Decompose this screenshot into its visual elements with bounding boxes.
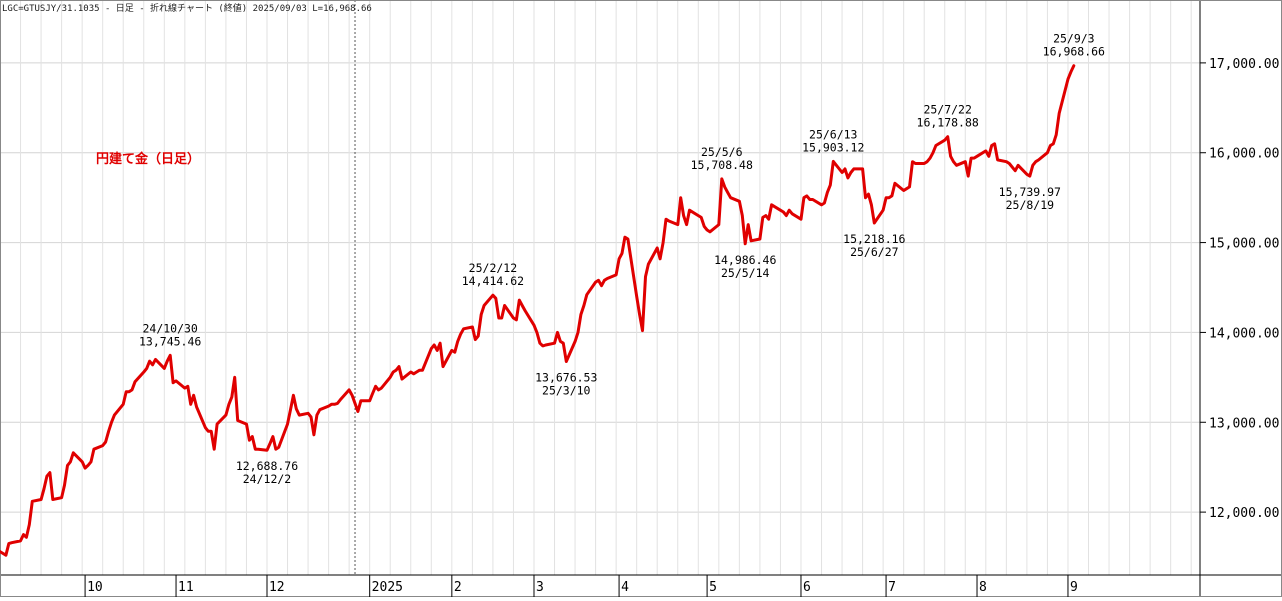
- data-label: 13,676.53: [535, 370, 597, 384]
- x-tick-label: 3: [536, 580, 544, 595]
- data-label: 15,903.12: [802, 140, 864, 154]
- y-tick-label: 14,000.00: [1209, 326, 1279, 341]
- data-label: 14,414.62: [462, 274, 524, 288]
- y-tick-label: 12,000.00: [1209, 506, 1279, 521]
- x-tick-label: 7: [888, 580, 896, 595]
- x-tick-label: 2025: [372, 580, 403, 595]
- data-label: 24/12/2: [243, 472, 291, 486]
- x-tick-label: 6: [803, 580, 811, 595]
- data-label: 25/3/10: [542, 383, 591, 397]
- data-label: 25/7/22: [923, 103, 971, 117]
- x-tick-label: 2: [454, 580, 462, 595]
- y-tick-label: 15,000.00: [1209, 237, 1279, 252]
- data-label: 16,968.66: [1043, 45, 1105, 59]
- y-tick-label: 16,000.00: [1209, 147, 1279, 162]
- y-axis: 12,000.00 13,000.00 14,000.00 15,000.00 16,0…: [1200, 57, 1279, 521]
- x-tick-label: 11: [178, 580, 194, 595]
- data-label: 14,986.46: [714, 253, 776, 267]
- data-label: 25/8/19: [1006, 198, 1055, 212]
- data-label: 13,745.46: [139, 334, 201, 348]
- data-label: 25/5/6: [701, 145, 743, 159]
- y-tick-label: 17,000.00: [1209, 57, 1279, 72]
- data-label: 25/9/3: [1053, 32, 1095, 46]
- x-tick-label: 8: [979, 580, 987, 595]
- x-tick-label: 4: [621, 580, 629, 595]
- series-layer: [0, 64, 1076, 557]
- data-label: 25/2/12: [469, 261, 517, 275]
- series-line: [0, 64, 1076, 557]
- x-tick-label: 10: [87, 580, 103, 595]
- data-label: 15,708.48: [691, 158, 753, 172]
- x-tick-label: 12: [269, 580, 285, 595]
- x-tick-label: 9: [1070, 580, 1078, 595]
- data-label: 25/5/14: [721, 266, 770, 280]
- y-tick-label: 13,000.00: [1209, 416, 1279, 431]
- data-label: 15,739.97: [999, 185, 1061, 199]
- x-axis: 10 11 12 2025 2 3 4 5 6 7 8 9: [84, 575, 1078, 597]
- chart-header: LGC=GTUSJY/31.1035 - 日足 - 折れ線チャート (終値) 2…: [2, 2, 372, 14]
- data-label: 12,688.76: [236, 459, 298, 473]
- data-label: 15,218.16: [843, 232, 905, 246]
- data-label: 25/6/13: [809, 127, 858, 141]
- x-tick-label: 5: [709, 580, 717, 595]
- data-label: 24/10/30: [142, 321, 197, 335]
- data-label: 16,178.88: [917, 116, 979, 130]
- grid-lines: [0, 0, 1200, 575]
- data-label: 25/6/27: [850, 245, 899, 259]
- chart-title: 円建て金（日足）: [96, 151, 200, 167]
